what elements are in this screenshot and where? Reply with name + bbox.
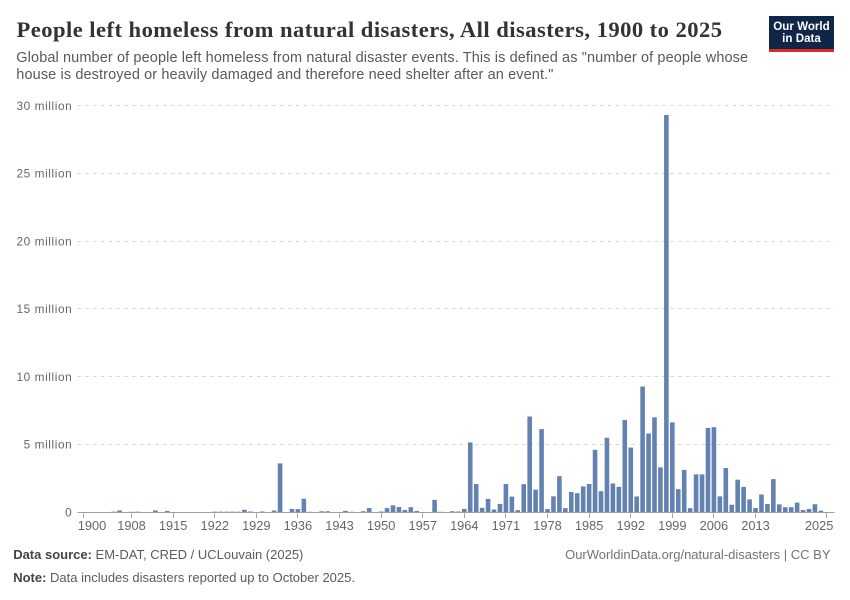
svg-text:2013: 2013 (741, 518, 769, 533)
svg-text:10 million: 10 million (16, 370, 72, 384)
svg-text:1992: 1992 (616, 518, 644, 533)
svg-text:1908: 1908 (117, 518, 145, 533)
svg-text:1971: 1971 (492, 518, 520, 533)
svg-text:1950: 1950 (367, 518, 395, 533)
svg-text:0: 0 (65, 505, 72, 519)
svg-text:25 million: 25 million (16, 167, 72, 181)
svg-text:1943: 1943 (325, 518, 353, 533)
svg-text:1936: 1936 (284, 518, 312, 533)
svg-text:20 million: 20 million (16, 234, 72, 248)
svg-text:2025: 2025 (805, 518, 833, 533)
svg-text:1957: 1957 (408, 518, 436, 533)
svg-text:30 million: 30 million (16, 99, 72, 113)
svg-text:5 million: 5 million (24, 438, 73, 452)
svg-text:1985: 1985 (575, 518, 603, 533)
svg-text:1900: 1900 (78, 518, 106, 533)
svg-text:1929: 1929 (242, 518, 270, 533)
svg-text:2006: 2006 (700, 518, 728, 533)
svg-text:1999: 1999 (658, 518, 686, 533)
svg-text:1964: 1964 (450, 518, 478, 533)
svg-text:1915: 1915 (159, 518, 187, 533)
svg-text:1922: 1922 (200, 518, 228, 533)
svg-text:1978: 1978 (533, 518, 561, 533)
svg-text:15 million: 15 million (16, 302, 72, 316)
